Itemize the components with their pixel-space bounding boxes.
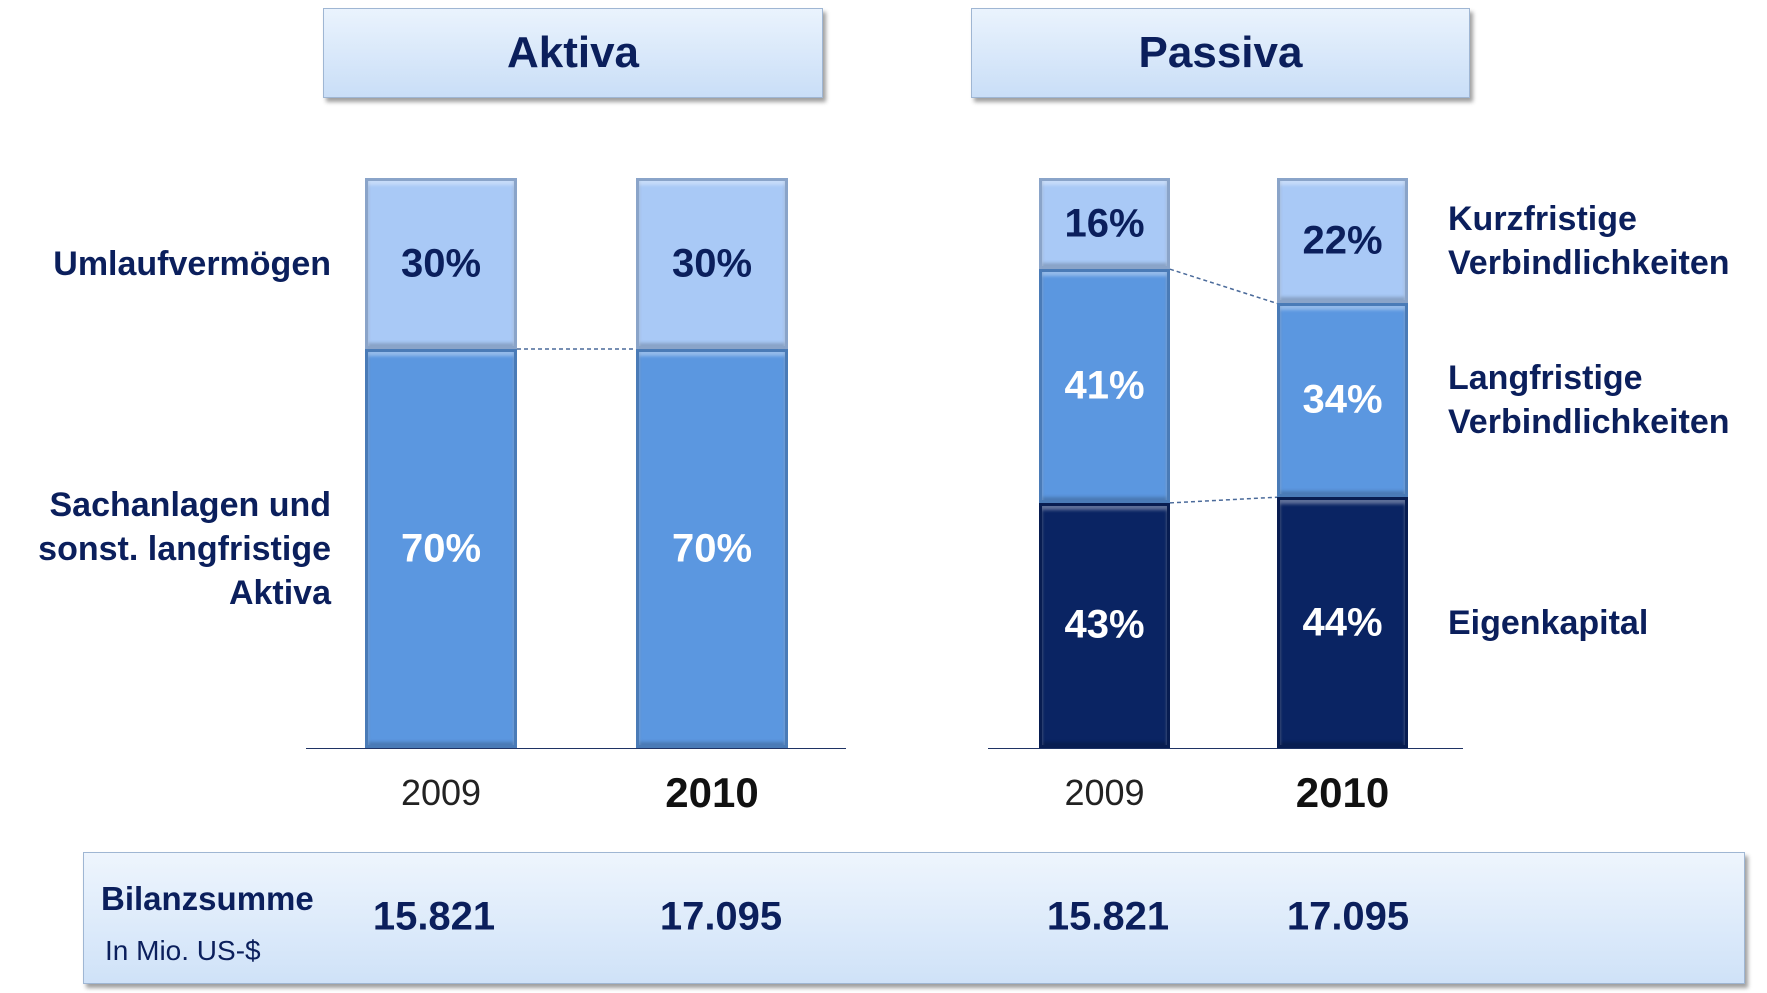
value-label: 30% <box>400 241 482 285</box>
bar-segment <box>1039 178 1170 270</box>
bar-segment <box>636 178 788 349</box>
bar-segment <box>1039 502 1170 748</box>
bar-segment <box>636 349 788 748</box>
x-tick-label: 2010 <box>665 769 759 816</box>
value-label: 70% <box>400 526 482 570</box>
summary-unit: In Mio. US-$ <box>105 935 261 966</box>
total-value: 15.821 <box>372 894 496 939</box>
value-label: 34% <box>1302 377 1383 422</box>
x-tick-label: 2009 <box>1064 772 1145 813</box>
legend-label: Sachanlagen und sonst. langfristige Akti… <box>38 485 331 612</box>
baseline <box>306 748 846 749</box>
value-label: 16% <box>1064 201 1145 246</box>
value-label: 70% <box>671 526 753 570</box>
value-label: 44% <box>1302 600 1383 645</box>
total-value: 17.095 <box>659 894 783 939</box>
chart-title: Aktiva <box>323 8 823 98</box>
connector <box>1169 268 1278 305</box>
legend-label: Eigenkapital <box>1448 603 1649 642</box>
bar-segment <box>365 349 517 748</box>
value-label: 43% <box>1064 602 1145 647</box>
legend-label: Langfristige Verbindlichkeiten <box>1448 359 1730 442</box>
summary-box <box>83 852 1745 984</box>
baseline <box>988 748 1463 749</box>
bar-segment <box>365 178 517 349</box>
total-value: 17.095 <box>1286 894 1410 939</box>
bar-segment <box>1277 178 1408 304</box>
legend-label: Kurzfristige Verbindlichkeiten <box>1448 199 1730 282</box>
legend-label: Umlaufvermögen <box>53 244 331 283</box>
connector <box>1169 496 1278 504</box>
summary-label: Bilanzsumme <box>101 880 314 917</box>
chart-title: Passiva <box>971 8 1470 98</box>
bar-segment <box>1039 269 1170 503</box>
value-label: 30% <box>671 241 753 285</box>
bar-segment <box>1277 497 1408 748</box>
value-label: 22% <box>1302 218 1383 263</box>
x-tick-label: 2010 <box>1295 769 1390 816</box>
x-tick-label: 2009 <box>400 772 482 813</box>
value-label: 41% <box>1064 363 1145 408</box>
bar-segment <box>1277 303 1408 498</box>
total-value: 15.821 <box>1046 894 1170 939</box>
